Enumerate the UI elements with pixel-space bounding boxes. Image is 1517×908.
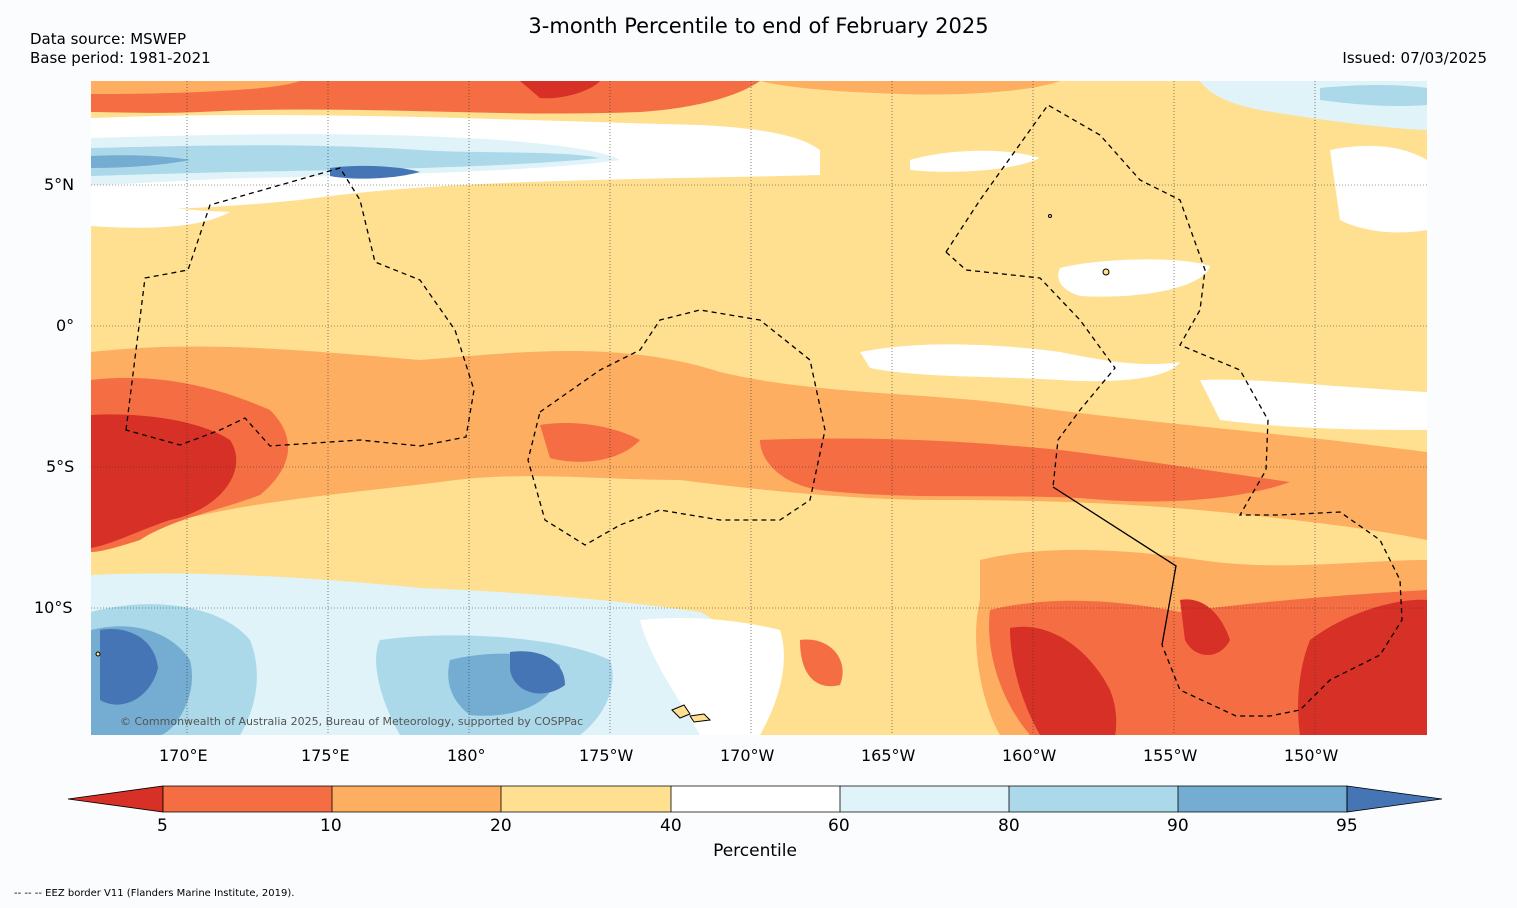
colorbar-segment	[501, 786, 671, 812]
colorbar-dividers	[162, 785, 1348, 813]
maritime-boundary	[1052, 486, 1177, 646]
field-lt5	[1298, 599, 1427, 735]
lon-label-160w: 160°W	[1002, 746, 1057, 765]
field-gt95	[510, 651, 565, 694]
colorbar-tick: 20	[490, 816, 512, 836]
lon-label-175e: 175°E	[301, 746, 350, 765]
graticule	[91, 81, 1427, 735]
colorbar-extend-high	[1346, 785, 1443, 813]
field-5-10	[540, 422, 640, 462]
lon-label-150w: 150°W	[1284, 746, 1339, 765]
eez-borders	[125, 104, 1403, 717]
lon-label-175w: 175°W	[579, 746, 634, 765]
field-lt5	[520, 81, 600, 99]
field-gt95	[100, 629, 158, 705]
map-title: 3-month Percentile to end of February 20…	[528, 14, 989, 38]
colorbar-tick: 90	[1167, 816, 1189, 836]
copyright-credit: © Commonwealth of Australia 2025, Bureau…	[120, 715, 584, 728]
field-40-60	[1200, 379, 1427, 430]
field-gt95	[330, 165, 420, 179]
colorbar-segment	[332, 786, 501, 812]
field-5-10	[91, 81, 760, 114]
colorbar-tick: 80	[998, 816, 1020, 836]
field-40-60	[860, 344, 1180, 382]
field-80-90	[91, 145, 600, 176]
lon-label-165w: 165°W	[861, 746, 916, 765]
colorbar-tick: 10	[320, 816, 342, 836]
field-5-10	[760, 438, 1290, 502]
field-40-60	[910, 150, 1040, 172]
colorbar-segment	[163, 786, 332, 812]
data-source-label: Data source: MSWEP	[30, 30, 187, 48]
field-lt5	[1180, 599, 1230, 655]
field-40-60	[91, 200, 230, 228]
lon-label-170e: 170°E	[159, 746, 208, 765]
colorbar-segment	[671, 786, 840, 812]
field-80-90	[1320, 85, 1427, 107]
lon-label-170w: 170°W	[720, 746, 775, 765]
colorbar-extend-low	[67, 785, 164, 813]
colorbar-segment	[1178, 786, 1347, 812]
lon-label-180: 180°	[447, 746, 486, 765]
colorbar-tick: 5	[157, 816, 168, 836]
field-40-60	[640, 618, 784, 735]
field-5-10	[800, 639, 843, 687]
lat-label-5n: 5°N	[44, 175, 75, 194]
colorbar-tick: 95	[1336, 816, 1358, 836]
lat-label-10s: 10°S	[34, 598, 73, 617]
issued-date-label: Issued: 07/03/2025	[1342, 49, 1487, 67]
lat-label-5s: 5°S	[46, 457, 75, 476]
field-40-60	[1330, 145, 1427, 233]
field-lt5	[1010, 626, 1117, 735]
lon-label-155w: 155°W	[1143, 746, 1198, 765]
field-lt5	[91, 414, 237, 548]
field-10-20	[91, 81, 300, 94]
field-10-20	[760, 81, 1060, 95]
colorbar-segment	[1009, 786, 1178, 812]
lat-label-0: 0°	[56, 316, 75, 335]
colorbar-label: Percentile	[713, 841, 797, 861]
eez-footnote: -- -- -- EEZ border V11 (Flanders Marine…	[14, 888, 295, 899]
islands	[95, 214, 1110, 723]
base-period-label: Base period: 1981-2021	[30, 49, 211, 67]
field-40-60	[1058, 259, 1210, 297]
field-90-95	[91, 155, 190, 168]
colorbar-tick: 40	[660, 816, 682, 836]
colorbar-segment	[840, 786, 1009, 812]
colorbar-tick: 60	[828, 816, 850, 836]
